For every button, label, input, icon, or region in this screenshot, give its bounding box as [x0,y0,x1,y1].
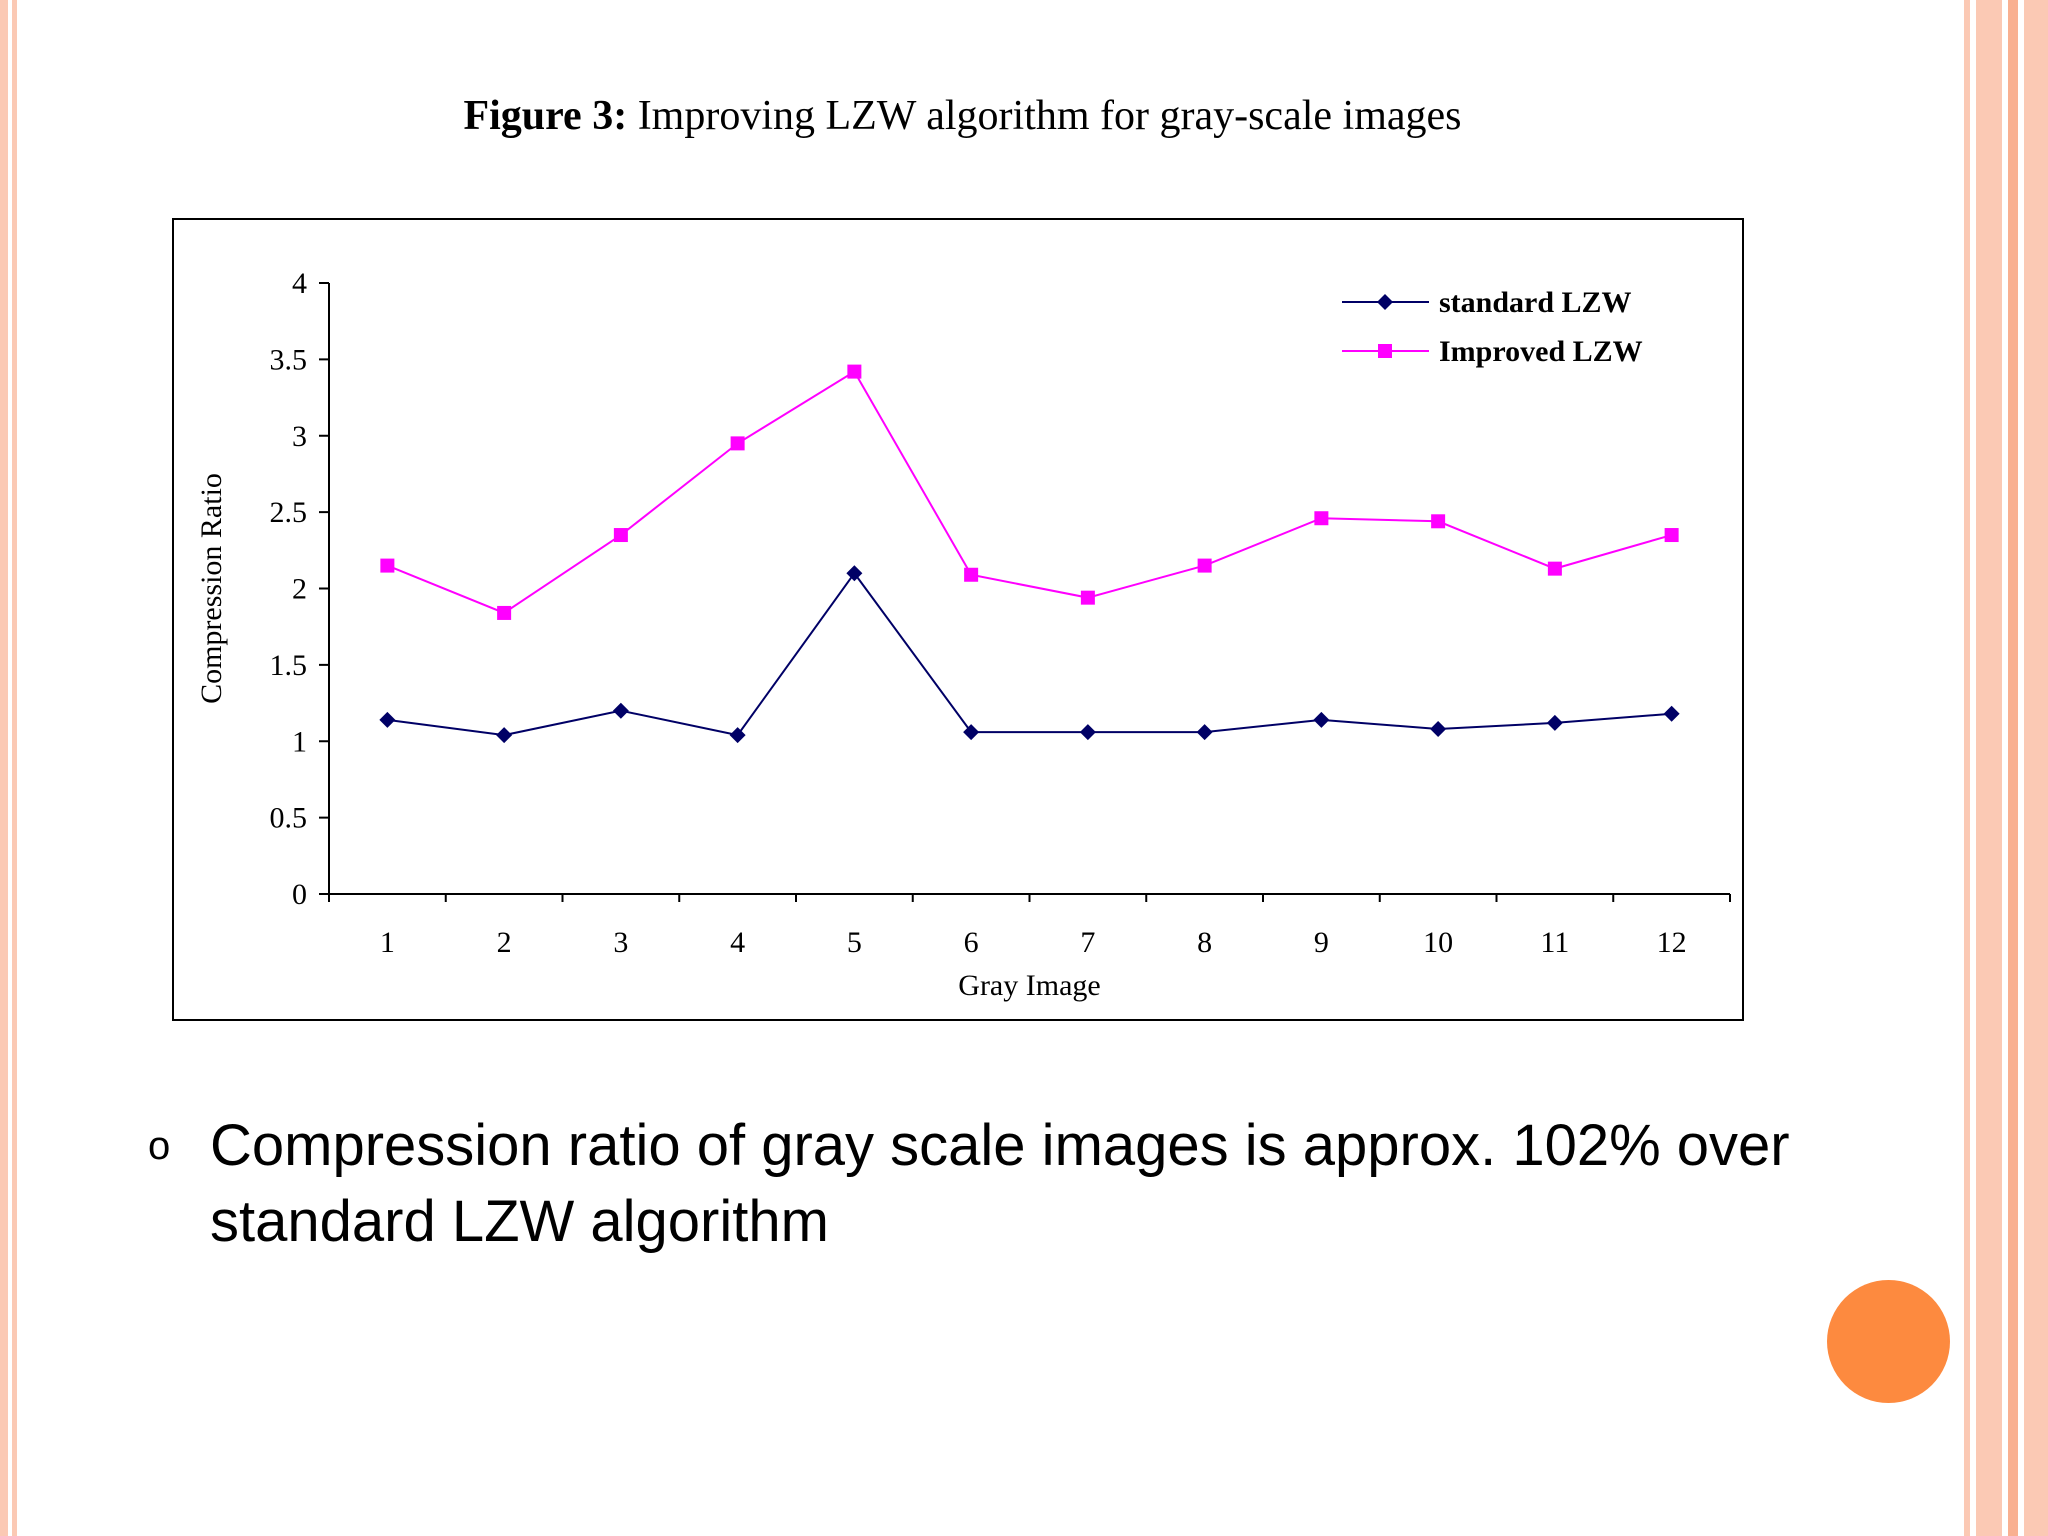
data-point [613,528,628,543]
left-decorative-stripe [0,0,20,1536]
data-point [963,724,980,741]
x-axis-ticks: 1 2 3 4 5 6 7 8 9 10 11 12 [328,894,1731,959]
y-tick-label: 2.5 [270,496,308,529]
left-stripe-band-inner [12,0,17,1536]
y-tick-label: 3 [292,420,307,453]
legend-label: Improved LZW [1439,335,1643,368]
y-tick-label: 1 [292,725,307,758]
x-tick-label: 8 [1197,926,1212,959]
x-tick-label: 1 [380,926,395,959]
data-point [1664,528,1679,543]
series-line [387,571,1672,737]
data-point [847,364,862,379]
chart-series [379,364,1680,744]
y-tick-label: 2 [292,573,307,606]
x-tick-label: 9 [1314,926,1329,959]
legend-marker [1378,344,1392,358]
line-chart: 00.511.522.533.54 1 2 3 4 5 6 7 8 9 10 11 12 Compre… [195,267,1731,1002]
data-point [1080,590,1095,605]
data-point [964,567,979,582]
data-point [1197,558,1212,573]
right-decorative-stripes [1958,0,2048,1536]
x-tick-label: 10 [1423,926,1453,959]
x-tick-label: 6 [964,926,979,959]
y-tick-label: 0 [292,878,307,911]
x-tick-label: 2 [497,926,512,959]
series-standard-lzw [379,565,1680,744]
legend-marker [1377,294,1393,310]
bullet-text: Compression ratio of gray scale images i… [210,1113,1790,1254]
series-improved-lzw [380,364,1679,620]
right-stripe-edge [2024,0,2048,1536]
x-tick-label: 12 [1657,926,1687,959]
data-point [497,605,512,620]
chart-frame: 0 0.5 1 1.5 2 2.5 3 3.5 4 1 2 3 4 5 6 7 8 9 10 11 12 Compre… [172,218,1744,1021]
x-tick-label: 5 [847,926,862,959]
data-point [1547,561,1562,576]
data-point [1431,514,1446,529]
chart-legend: standard LZW Improved LZW [1342,286,1643,368]
data-point [612,702,629,719]
x-tick-label: 7 [1080,926,1095,959]
x-tick-label: 3 [613,926,628,959]
data-point [729,727,746,744]
data-point [1313,711,1330,728]
x-tick-label: 11 [1540,926,1569,959]
y-axis-label: Compression Ratio [195,473,228,704]
x-axis-label: Gray Image [958,969,1100,1002]
data-point [1663,705,1680,722]
data-point [1196,724,1213,741]
y-axis-ticks: 0 0.5 1 1.5 2 2.5 3 3.5 4 [270,267,329,911]
data-point [1314,511,1329,526]
data-point [496,727,513,744]
data-point [379,711,396,728]
data-point [1430,721,1447,738]
left-stripe-band-outer [0,0,8,1536]
y-tick-label: 1.5 [270,649,308,682]
series-line [386,370,1672,615]
figure-caption-label: Figure 3: [463,93,628,139]
data-point [1079,724,1096,741]
right-stripe-strong [2008,0,2018,1536]
y-tick-label: 4 [292,267,307,300]
data-point [730,436,745,451]
data-point [380,558,395,573]
figure-caption: Figure 3: Improving LZW algorithm for gr… [0,92,1925,140]
bullet-marker: o [148,1124,171,1168]
y-tick-label: 0.5 [270,802,308,835]
right-stripe-thin [1964,0,1970,1536]
right-stripe-wide [1976,0,2002,1536]
decorative-orange-circle [1827,1280,1950,1403]
y-tick-label: 3.5 [270,343,308,376]
figure-caption-text: Improving LZW algorithm for gray-scale i… [627,93,1462,139]
x-tick-label: 4 [730,926,745,959]
data-point [846,565,863,582]
legend-label: standard LZW [1439,286,1632,319]
data-point [1546,714,1563,731]
